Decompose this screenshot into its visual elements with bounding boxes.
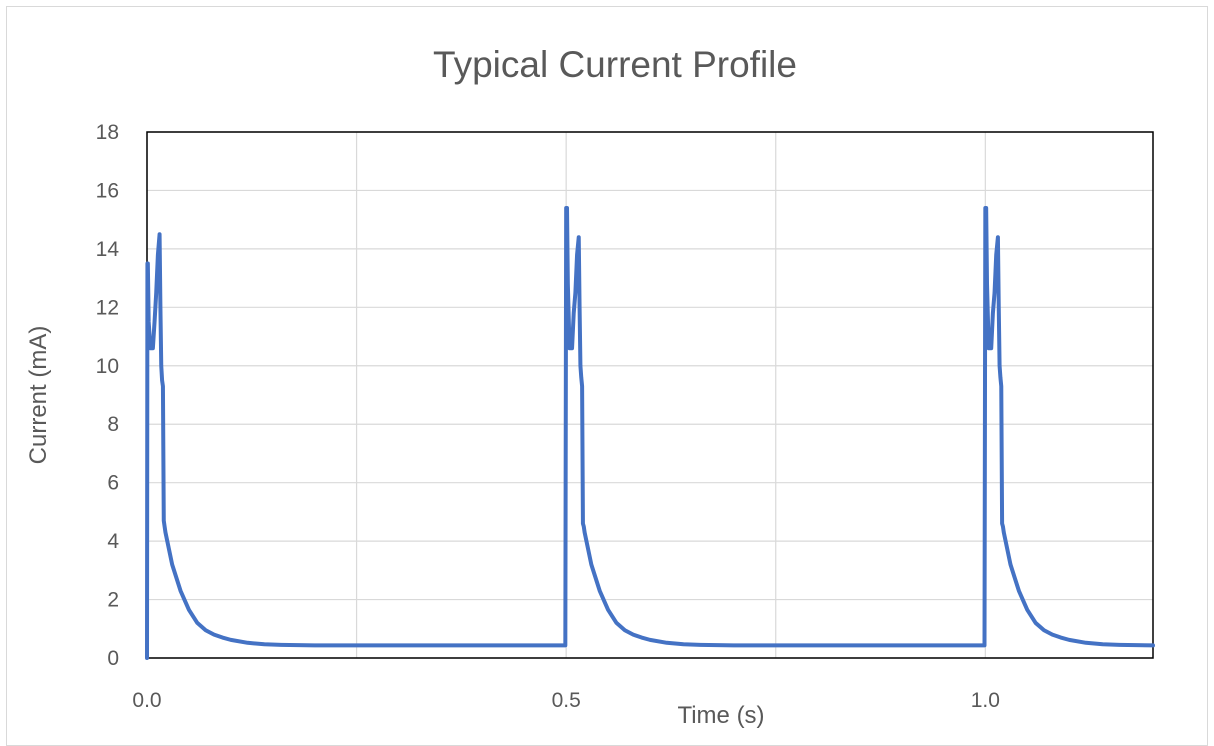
y-tick-label: 16: [96, 179, 119, 202]
y-tick-label: 18: [96, 121, 119, 144]
x-axis-title: Time (s): [677, 702, 764, 729]
chart-frame: [6, 6, 1208, 746]
x-tick-label: 0.5: [552, 689, 581, 712]
tick-labels: 0 2 4 6 8 10 12 14 16 18 0.0 0.5 1.0: [96, 121, 1000, 712]
chart-title: Typical Current Profile: [433, 44, 797, 85]
y-tick-label: 4: [107, 530, 119, 553]
y-tick-label: 2: [107, 589, 119, 612]
y-tick-label: 14: [96, 238, 120, 261]
y-tick-label: 10: [96, 355, 119, 378]
y-tick-label: 8: [107, 413, 119, 436]
y-tick-label: 6: [107, 472, 119, 495]
y-tick-label: 0: [107, 647, 119, 670]
y-tick-label: 12: [96, 296, 119, 319]
current-series-line: [145, 205, 1155, 660]
x-tick-label: 0.0: [132, 689, 161, 712]
x-tick-label: 1.0: [971, 689, 1000, 712]
y-axis-title: Current (mA): [25, 326, 52, 465]
